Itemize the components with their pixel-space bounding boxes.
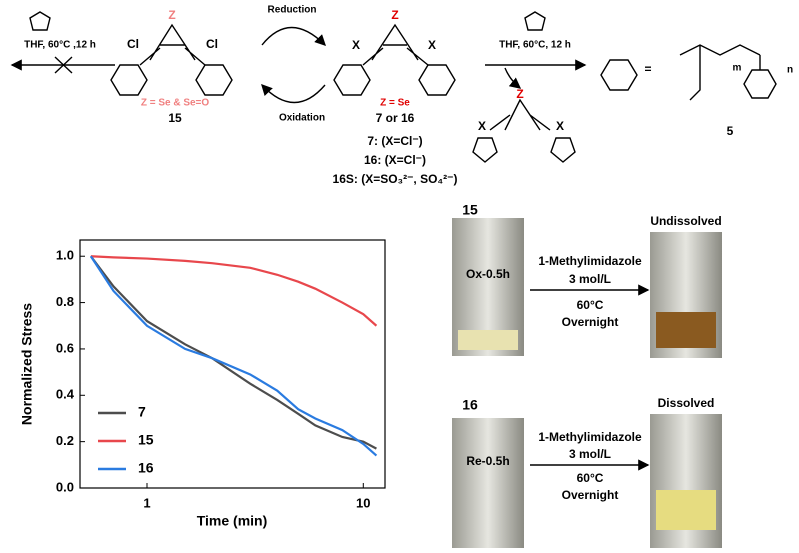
result: Dissolved <box>658 396 715 410</box>
chart: Time (min) Normalized Stress 0.0 0.2 0.4 0.… <box>19 239 386 529</box>
vial-label: Ox-0.5h <box>466 267 510 281</box>
photos: 15 Undissolved Ox-0.5h 1-Methylimidazole… <box>452 202 722 548</box>
legend-label: 15 <box>138 432 154 448</box>
atom-label: Cl <box>127 37 139 51</box>
arrow <box>504 67 522 89</box>
temperature: 60°C <box>577 298 604 312</box>
imidazolium <box>472 137 498 163</box>
equals: = <box>644 62 651 76</box>
atom-label: X <box>352 38 360 52</box>
atom-label: Z <box>516 87 523 101</box>
note: 16: (X=Cl⁻) <box>364 153 426 167</box>
note: 7: (X=Cl⁻) <box>367 134 422 148</box>
atom-label: Z <box>391 8 398 22</box>
y-axis-title: Normalized Stress <box>19 303 35 425</box>
y-tick-label: 1.0 <box>56 248 74 263</box>
pyridinium <box>333 64 371 96</box>
skeleton <box>139 23 206 66</box>
atom-label: X <box>556 119 564 133</box>
reduction: Reduction <box>268 5 317 16</box>
reagent: 1-Methylimidazole <box>538 430 642 444</box>
concentration: 3 mol/L <box>569 447 611 461</box>
subscript: n <box>787 65 793 76</box>
conditions: THF, 60°C ,12 h <box>24 40 96 51</box>
line <box>89 255 377 450</box>
x-tick-label: 10 <box>356 495 370 510</box>
polymer-backbone <box>679 44 761 101</box>
atom-label: X <box>478 119 486 133</box>
z-definition: Z = Se <box>380 98 410 109</box>
skeleton <box>489 98 551 131</box>
y-tick-label: 0.6 <box>56 340 74 355</box>
conditions: THF, 60°C, 12 h <box>499 40 571 51</box>
liquid <box>656 490 716 530</box>
z-definition: Z = Se & Se=O <box>141 98 210 109</box>
atom-label: Cl <box>206 37 218 51</box>
pyridinium <box>195 64 233 96</box>
legend-label: 16 <box>138 460 154 476</box>
sample: 15 <box>462 202 478 218</box>
temperature: 60°C <box>577 471 604 485</box>
vial-label: Re-0.5h <box>466 454 509 468</box>
line <box>89 255 378 457</box>
cycle-arrow <box>261 83 326 104</box>
reagent: 1-Methylimidazole <box>538 254 642 268</box>
plot-frame <box>79 239 386 489</box>
y-tick-label: 0.0 <box>56 479 74 494</box>
time: Overnight <box>562 315 619 329</box>
imidazole <box>29 11 51 31</box>
x-tick-label: 1 <box>143 495 150 510</box>
pyridinium <box>110 64 148 96</box>
concentration: 3 mol/L <box>569 272 611 286</box>
cross <box>54 56 73 74</box>
imidazole <box>524 11 546 31</box>
line <box>90 255 378 327</box>
scheme: THF, 60°C ,12 h Z Cl Cl Z = Se & Se=O 15… <box>10 5 793 186</box>
atom-label: X <box>428 38 436 52</box>
vial-photo <box>452 418 524 548</box>
sample: 16 <box>462 397 478 413</box>
subscript: m <box>733 63 742 74</box>
pyridine <box>743 69 777 99</box>
pyridinium <box>418 64 456 96</box>
cycle-arrow <box>261 26 326 46</box>
x-axis-title: Time (min) <box>197 513 268 529</box>
oxidation: Oxidation <box>279 113 325 124</box>
y-tick-label: 0.8 <box>56 294 74 309</box>
result: Undissolved <box>650 214 721 228</box>
liquid <box>458 330 518 350</box>
y-tick-label: 0.4 <box>56 387 75 402</box>
legend-label: 7 <box>138 404 146 420</box>
imidazolium <box>550 137 576 163</box>
time: Overnight <box>562 488 619 502</box>
pyridine <box>600 59 638 91</box>
atom-label: Z <box>168 8 175 22</box>
compound-label: 15 <box>168 111 182 125</box>
compound-label: 7 or 16 <box>376 111 415 125</box>
compound-label: 5 <box>727 124 734 138</box>
note: 16S: (X=SO₃²⁻, SO₄²⁻) <box>333 172 458 186</box>
skeleton <box>362 23 429 66</box>
liquid <box>656 312 716 348</box>
y-tick-label: 0.2 <box>56 433 74 448</box>
